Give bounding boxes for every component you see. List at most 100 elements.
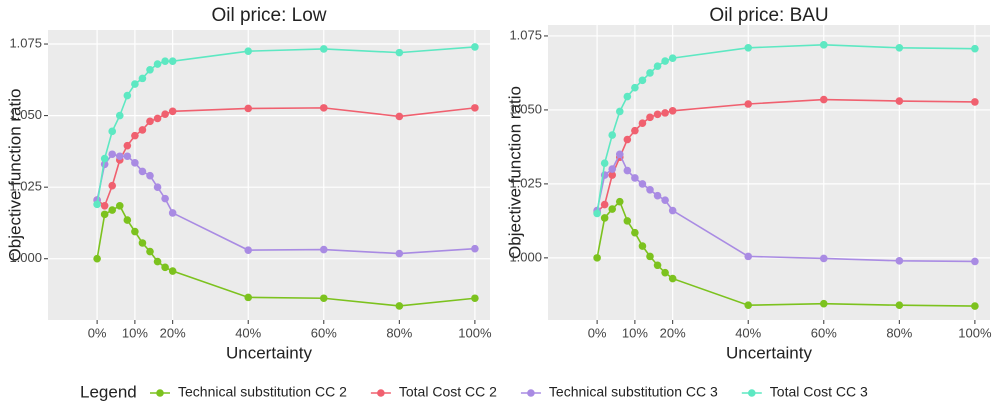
y-tick-label: 1.000 <box>509 249 542 264</box>
y-tick-label: 1.075 <box>9 35 42 50</box>
data-point <box>146 171 154 180</box>
data-point <box>593 254 601 262</box>
data-point <box>395 302 404 310</box>
x-tick-label: 20% <box>160 325 186 340</box>
data-point <box>653 62 662 70</box>
data-point <box>661 196 669 204</box>
data-point <box>115 111 124 120</box>
data-point <box>593 209 601 218</box>
y-tick-label: 1.025 <box>9 179 42 194</box>
x-tick-label: 40% <box>735 325 761 340</box>
data-point <box>244 293 253 302</box>
data-point <box>819 299 828 308</box>
data-point <box>895 43 904 52</box>
data-point <box>153 257 162 266</box>
plot-background <box>548 25 990 320</box>
x-tick-label: 10% <box>622 325 648 340</box>
data-point <box>123 91 132 100</box>
data-point <box>161 57 169 66</box>
data-point <box>319 104 328 112</box>
x-tick-label: 60% <box>311 325 337 340</box>
data-point <box>100 210 109 219</box>
data-point <box>138 74 147 83</box>
x-axis-title: Uncertainty <box>726 343 812 362</box>
legend-key <box>377 389 385 397</box>
data-point <box>161 194 169 203</box>
data-point <box>661 109 669 117</box>
data-point <box>115 201 124 210</box>
data-point <box>471 294 479 303</box>
data-point <box>971 257 979 266</box>
data-point <box>131 80 139 88</box>
data-point <box>471 43 479 51</box>
data-point <box>638 180 647 188</box>
y-tick-label: 1.050 <box>509 101 542 116</box>
data-point <box>668 206 677 215</box>
y-tick-label: 1.050 <box>9 107 42 122</box>
legend-label: Total Cost CC 2 <box>399 384 497 400</box>
data-point <box>661 268 669 277</box>
legend-label: Technical substitution CC 2 <box>178 384 347 400</box>
data-point <box>608 205 617 213</box>
data-point <box>661 57 669 65</box>
data-point <box>646 113 654 122</box>
data-point <box>123 141 132 150</box>
y-tick-label: 1.000 <box>9 250 42 265</box>
data-point <box>608 131 617 139</box>
y-tick-label: 1.075 <box>509 27 542 42</box>
data-point <box>115 152 124 161</box>
x-axis-title: Uncertainty <box>226 343 312 362</box>
data-point <box>395 249 404 258</box>
y-axis-title: Objective function ratio <box>505 86 524 259</box>
x-tick-label: 100% <box>958 325 992 340</box>
data-point <box>161 110 169 118</box>
data-point <box>668 274 677 283</box>
data-point <box>395 112 404 121</box>
legend-key <box>156 389 164 397</box>
data-point <box>138 126 147 134</box>
x-tick-label: 60% <box>811 325 837 340</box>
data-point <box>623 135 632 144</box>
data-point <box>623 217 632 225</box>
data-point <box>600 159 609 167</box>
data-point <box>123 216 132 224</box>
data-point <box>744 100 753 108</box>
data-point <box>971 302 979 310</box>
data-point <box>244 104 253 113</box>
data-point <box>744 43 753 52</box>
data-point <box>646 252 654 261</box>
data-point <box>123 152 132 161</box>
x-tick-label: 80% <box>886 325 912 340</box>
data-point <box>319 245 328 254</box>
data-point <box>146 65 154 74</box>
data-point <box>608 171 617 179</box>
x-tick-label: 100% <box>458 325 492 340</box>
data-point <box>319 294 328 303</box>
x-tick-label: 40% <box>235 325 261 340</box>
data-point <box>631 126 639 135</box>
data-point <box>631 83 639 92</box>
legend-label: Technical substitution CC 3 <box>549 384 718 400</box>
legend-title: Legend <box>80 382 137 401</box>
chart-title: Oil price: BAU <box>709 5 828 26</box>
data-point <box>744 252 753 261</box>
data-point <box>631 174 639 182</box>
data-point <box>168 209 177 217</box>
y-tick-label: 1.025 <box>509 175 542 190</box>
x-tick-label: 10% <box>122 325 148 340</box>
data-point <box>646 186 654 194</box>
data-point <box>668 54 677 62</box>
data-point <box>744 301 753 310</box>
data-point <box>668 107 677 115</box>
data-point <box>131 227 139 236</box>
plot-background <box>48 30 490 320</box>
legend-key <box>747 389 756 397</box>
data-point <box>146 247 154 256</box>
data-point <box>319 45 328 53</box>
y-axis-title: Objective function ratio <box>5 89 24 262</box>
data-point <box>100 154 109 163</box>
data-point <box>395 48 404 57</box>
data-point <box>971 44 979 53</box>
data-point <box>646 69 654 77</box>
chart-title: Oil price: Low <box>211 5 326 26</box>
